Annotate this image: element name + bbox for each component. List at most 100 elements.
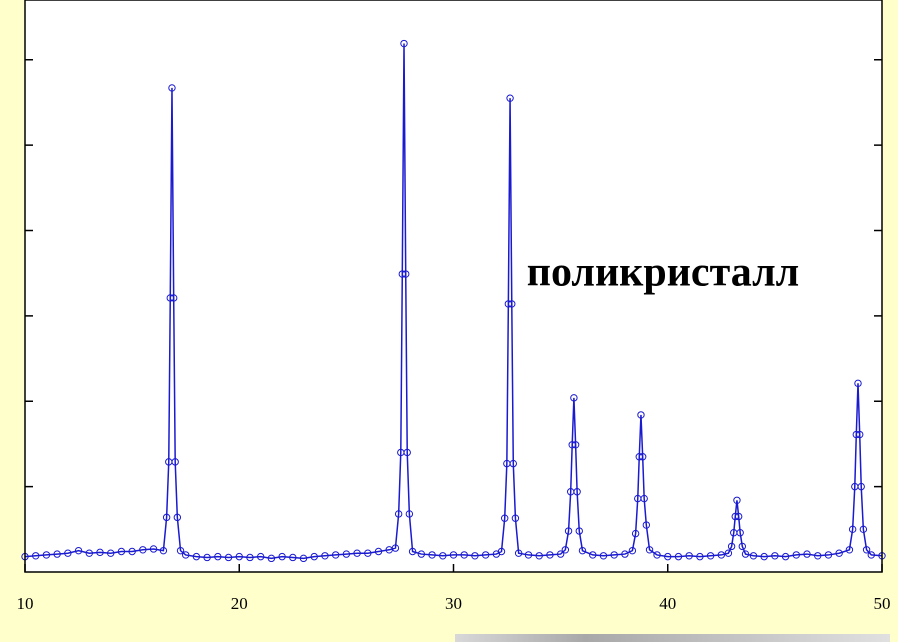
data-point xyxy=(481,551,490,559)
data-point xyxy=(181,551,190,559)
data-point xyxy=(256,552,265,561)
data-point xyxy=(535,552,543,560)
data-point xyxy=(162,513,171,522)
data-point xyxy=(561,546,570,554)
data-point xyxy=(509,459,517,468)
data-point xyxy=(504,300,513,308)
data-point xyxy=(107,549,115,557)
data-point xyxy=(400,39,408,48)
data-point xyxy=(289,553,297,562)
data-point xyxy=(724,549,733,557)
data-point xyxy=(610,551,618,559)
data-point xyxy=(642,521,651,529)
data-point xyxy=(310,552,318,561)
data-point xyxy=(353,549,361,557)
data-point xyxy=(176,546,185,555)
data-point xyxy=(471,552,479,560)
data-point xyxy=(852,430,860,439)
data-point xyxy=(856,430,864,439)
data-point xyxy=(374,547,383,556)
data-point xyxy=(321,552,329,560)
data-point xyxy=(638,453,647,461)
data-point xyxy=(845,546,854,554)
data-point xyxy=(760,552,768,561)
data-point xyxy=(408,547,417,556)
data-point xyxy=(506,94,514,102)
data-point xyxy=(511,514,520,522)
data-point xyxy=(727,542,736,551)
data-point xyxy=(96,548,104,557)
data-point xyxy=(653,551,661,559)
data-point xyxy=(398,270,406,278)
data-point xyxy=(391,544,400,552)
data-point xyxy=(571,441,580,449)
data-point xyxy=(74,546,83,555)
data-point xyxy=(235,552,243,561)
data-point xyxy=(575,527,583,535)
x-tick-label: 10 xyxy=(17,594,34,613)
data-point xyxy=(862,546,871,554)
data-point xyxy=(814,552,822,560)
data-point xyxy=(645,546,654,554)
annotation: поликристалл xyxy=(527,250,799,296)
data-point xyxy=(854,379,862,388)
data-point xyxy=(573,488,581,496)
data-point xyxy=(342,550,351,558)
data-point xyxy=(85,549,93,557)
data-point xyxy=(696,552,704,561)
data-point xyxy=(514,549,523,557)
data-point xyxy=(192,552,201,561)
data-point xyxy=(771,552,779,560)
data-point xyxy=(685,552,693,560)
data-point xyxy=(501,514,509,522)
x-tick-label: 40 xyxy=(659,594,676,613)
data-point xyxy=(278,552,286,561)
data-point xyxy=(149,545,158,553)
plot xyxy=(21,39,886,563)
data-point xyxy=(781,552,790,561)
data-point xyxy=(402,270,410,278)
data-point xyxy=(403,448,411,457)
data-point xyxy=(428,551,436,559)
data-point xyxy=(42,551,51,559)
data-point xyxy=(664,552,672,561)
data-point xyxy=(628,546,637,555)
data-point xyxy=(439,552,447,560)
data-point xyxy=(741,550,750,558)
data-point xyxy=(734,512,743,521)
data-point xyxy=(589,551,597,559)
data-point xyxy=(546,551,554,559)
data-point xyxy=(159,546,168,555)
data-point xyxy=(736,529,744,537)
data-point xyxy=(460,551,468,559)
x-tick-label: 20 xyxy=(231,594,248,613)
data-point xyxy=(524,551,533,559)
data-point xyxy=(835,549,843,557)
data-point xyxy=(803,550,811,558)
data-point xyxy=(394,510,403,518)
data-point xyxy=(64,549,72,557)
data-point xyxy=(497,547,506,556)
data-point xyxy=(169,294,178,302)
data-point xyxy=(733,496,741,504)
data-point xyxy=(168,84,176,92)
data-point xyxy=(299,554,308,563)
data-point xyxy=(621,550,629,558)
photo-edge xyxy=(455,634,890,642)
data-point xyxy=(570,394,578,402)
data-point xyxy=(749,552,758,560)
data-point xyxy=(568,441,576,449)
data-point xyxy=(556,550,565,558)
data-point xyxy=(32,552,40,560)
data-point xyxy=(214,552,222,561)
data-point xyxy=(792,551,800,559)
data-point xyxy=(824,551,833,559)
data-point xyxy=(224,553,233,562)
data-point xyxy=(417,550,426,558)
data-point xyxy=(117,547,126,556)
data-point xyxy=(637,411,645,419)
data-point xyxy=(128,547,136,556)
data-point xyxy=(640,494,648,503)
data-point xyxy=(731,512,739,521)
